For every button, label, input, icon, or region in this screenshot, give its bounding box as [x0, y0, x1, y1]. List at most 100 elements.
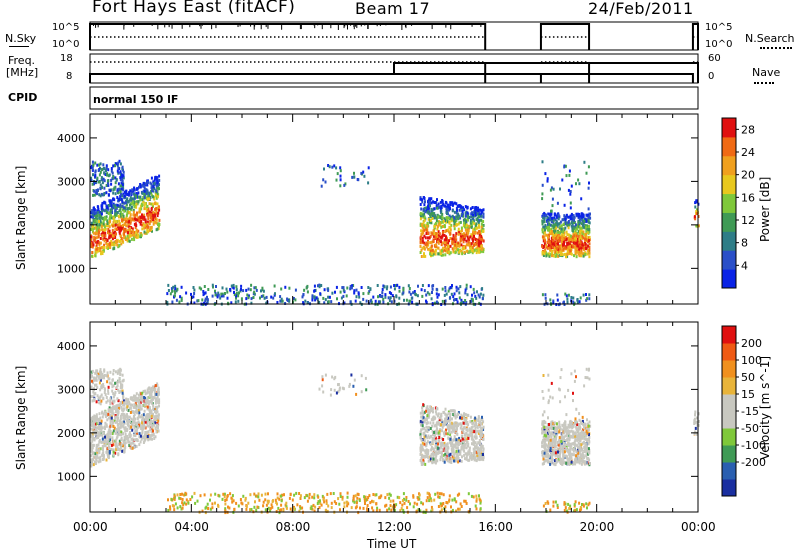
range-time-cell — [148, 406, 151, 409]
range-time-cell — [98, 418, 101, 422]
range-time-cell — [94, 254, 97, 258]
range-time-cell — [388, 299, 391, 303]
range-time-cell — [135, 406, 138, 410]
range-time-cell — [109, 424, 112, 428]
range-time-cell — [480, 240, 482, 244]
range-time-cell — [107, 442, 110, 446]
range-time-cell — [589, 216, 592, 220]
range-time-cell — [155, 430, 158, 434]
range-time-cell — [413, 290, 416, 293]
range-time-cell — [555, 246, 558, 250]
range-time-cell — [315, 296, 318, 300]
range-time-cell — [547, 222, 549, 226]
range-time-cell — [473, 227, 476, 231]
range-time-cell — [204, 299, 207, 303]
range-time-cell — [545, 252, 548, 256]
range-time-cell — [579, 296, 582, 300]
range-time-cell — [116, 240, 119, 244]
range-time-cell — [476, 212, 479, 216]
range-time-cell — [696, 208, 698, 212]
range-time-cell — [119, 372, 122, 376]
range-time-cell — [467, 444, 469, 448]
range-time-cell — [474, 294, 477, 298]
range-time-cell — [430, 297, 433, 301]
range-time-cell — [153, 182, 156, 185]
range-time-cell — [155, 191, 158, 195]
range-time-cell — [128, 400, 131, 404]
range-time-cell — [460, 424, 463, 428]
range-time-cell — [448, 225, 451, 229]
range-time-cell — [106, 182, 109, 186]
range-time-cell — [473, 243, 475, 247]
range-time-cell — [545, 219, 548, 223]
range-time-cell — [465, 418, 467, 422]
range-time-cell — [115, 436, 118, 440]
range-time-cell — [92, 381, 94, 385]
range-time-cell — [108, 429, 111, 433]
range-time-cell — [474, 429, 477, 433]
range-time-cell — [150, 193, 153, 197]
range-time-cell — [96, 453, 99, 457]
range-time-cell — [420, 207, 423, 211]
range-time-cell — [153, 437, 156, 440]
range-time-cell — [93, 397, 96, 401]
range-time-cell — [469, 285, 472, 289]
range-time-cell — [150, 409, 153, 413]
range-time-cell — [129, 234, 132, 238]
range-time-cell — [154, 384, 157, 388]
range-time-cell — [423, 241, 426, 245]
range-time-cell — [383, 285, 386, 289]
range-time-cell — [96, 371, 99, 375]
range-time-cell — [441, 241, 444, 245]
range-time-cell — [100, 384, 103, 388]
range-time-cell — [440, 206, 442, 210]
range-time-cell — [459, 442, 462, 445]
range-time-cell — [98, 424, 101, 428]
range-time-cell — [260, 294, 263, 298]
range-time-cell — [105, 246, 108, 250]
range-time-cell — [103, 239, 106, 243]
range-time-cell — [128, 444, 131, 447]
range-time-cell — [112, 392, 115, 396]
range-time-cell — [143, 436, 146, 439]
range-time-cell — [464, 436, 466, 440]
range-time-cell — [250, 283, 253, 287]
range-time-cell — [559, 225, 562, 229]
range-time-cell — [311, 294, 314, 298]
range-time-cell — [572, 216, 575, 220]
range-time-cell — [582, 230, 585, 234]
range-time-cell — [429, 454, 432, 458]
range-time-cell — [156, 395, 159, 399]
range-time-cell — [453, 412, 456, 416]
range-time-cell — [473, 248, 476, 252]
range-time-cell — [235, 288, 238, 292]
range-time-cell — [112, 191, 115, 195]
range-time-cell — [121, 421, 124, 425]
range-time-cell — [429, 241, 432, 245]
range-time-cell — [158, 404, 160, 408]
range-time-cell — [557, 242, 559, 246]
range-time-cell — [126, 229, 128, 233]
range-time-cell — [92, 215, 95, 219]
range-time-cell — [95, 236, 98, 240]
range-time-cell — [372, 295, 375, 299]
range-time-cell — [135, 400, 138, 403]
range-time-cell — [475, 210, 478, 214]
range-time-cell — [460, 243, 463, 247]
range-time-cell — [117, 166, 120, 170]
range-time-cell — [143, 421, 146, 425]
range-time-cell — [396, 283, 399, 287]
range-time-cell — [340, 296, 343, 300]
range-time-cell — [135, 235, 138, 239]
range-time-cell — [143, 193, 146, 197]
range-time-cell — [419, 222, 422, 226]
range-time-cell — [118, 370, 121, 374]
range-time-cell — [136, 213, 139, 217]
range-time-cell — [447, 228, 450, 232]
range-time-cell — [470, 215, 473, 219]
range-time-cell — [125, 408, 128, 411]
range-time-cell — [464, 442, 467, 446]
range-time-cell — [116, 203, 119, 207]
range-time-cell — [565, 252, 567, 256]
range-time-cell — [420, 215, 422, 219]
